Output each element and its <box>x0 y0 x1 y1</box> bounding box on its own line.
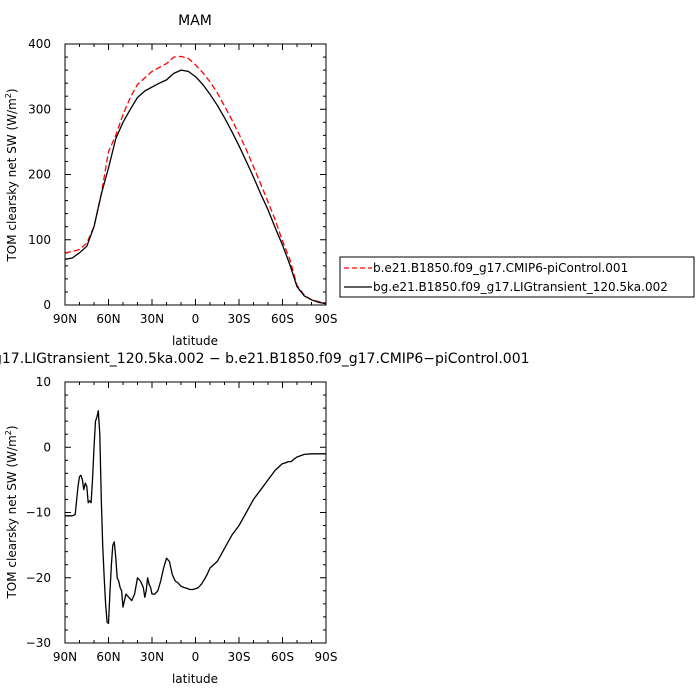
x-tick-label: 30S <box>228 312 251 326</box>
panel-bottom-plot-frame <box>64 381 327 644</box>
panel-bottom-y-label-close: ) <box>5 425 19 430</box>
panel-top-y-axis-label: TOM clearsky net SW (W/m2) <box>4 88 19 262</box>
legend-box <box>339 256 695 298</box>
panel-bottom-y-axis-label: TOM clearsky net SW (W/m2) <box>4 425 19 599</box>
panel-top-series <box>64 55 327 305</box>
panel-top-x-axis-label: latitude <box>172 334 218 348</box>
y-tick-label: 200 <box>28 168 51 182</box>
series-line-1 <box>64 69 327 305</box>
panel-top-plot-frame <box>64 43 327 306</box>
y-tick-label: 0 <box>43 440 51 454</box>
series-line-0 <box>65 410 326 625</box>
panel-top-ticks: 90N 60N 30N 0 30S 60S 90S 0 100 200 300 400 <box>28 37 337 326</box>
x-tick-label: 0 <box>192 312 200 326</box>
panel-top-title: MAM <box>178 13 212 29</box>
y-tick-label: 400 <box>28 37 51 51</box>
y-tick-label: −10 <box>26 506 51 520</box>
panel-bottom-y-label-superscript: 2 <box>4 430 13 435</box>
series-line-0 <box>64 55 327 304</box>
legend: b.e21.B1850.f09_g17.CMIP6-piControl.001 … <box>339 256 695 298</box>
legend-label-series-0: b.e21.B1850.f09_g17.CMIP6-piControl.001 <box>373 261 628 275</box>
y-tick-label: 0 <box>43 298 51 312</box>
legend-label-series-1: bg.e21.B1850.f09_g17.LIGtransient_120.5k… <box>373 280 668 294</box>
y-tick-label: 10 <box>36 375 51 389</box>
x-tick-label: 0 <box>192 650 200 664</box>
x-tick-label: 60N <box>96 312 120 326</box>
panel-bottom-title: bg.e21.B1850.f09_g17.LIGtransient_120.5k… <box>0 351 530 367</box>
panel-bottom-series <box>65 410 326 625</box>
y-tick-label: 100 <box>28 233 51 247</box>
x-tick-label: 90S <box>315 312 338 326</box>
panel-bottom-x-axis-label: latitude <box>172 672 218 686</box>
panel-bottom-y-label-main: TOM clearsky net SW (W/m <box>5 435 19 599</box>
x-tick-label: 30N <box>140 312 164 326</box>
x-tick-label: 60N <box>96 650 120 664</box>
y-tick-label: 300 <box>28 102 51 116</box>
panel-top-y-label-close: ) <box>5 88 19 93</box>
panel-bottom: bg.e21.B1850.f09_g17.LIGtransient_120.5k… <box>0 351 530 686</box>
x-tick-label: 90S <box>315 650 338 664</box>
x-tick-label: 60S <box>271 312 294 326</box>
panel-top-y-label-main: TOM clearsky net SW (W/m <box>5 98 19 262</box>
x-tick-label: 30S <box>228 650 251 664</box>
panel-top-y-label-superscript: 2 <box>4 93 13 98</box>
x-tick-label: 90N <box>53 650 77 664</box>
x-tick-label: 30N <box>140 650 164 664</box>
panel-bottom-ticks: 90N 60N 30N 0 30S 60S 90S −30 −20 −10 0 10 <box>26 375 338 664</box>
panel-top: MAM latitude TOM clearsky net SW (W/m2) … <box>4 13 337 348</box>
y-tick-label: −30 <box>26 636 51 650</box>
y-tick-label: −20 <box>26 571 51 585</box>
x-tick-label: 60S <box>271 650 294 664</box>
x-tick-label: 90N <box>53 312 77 326</box>
